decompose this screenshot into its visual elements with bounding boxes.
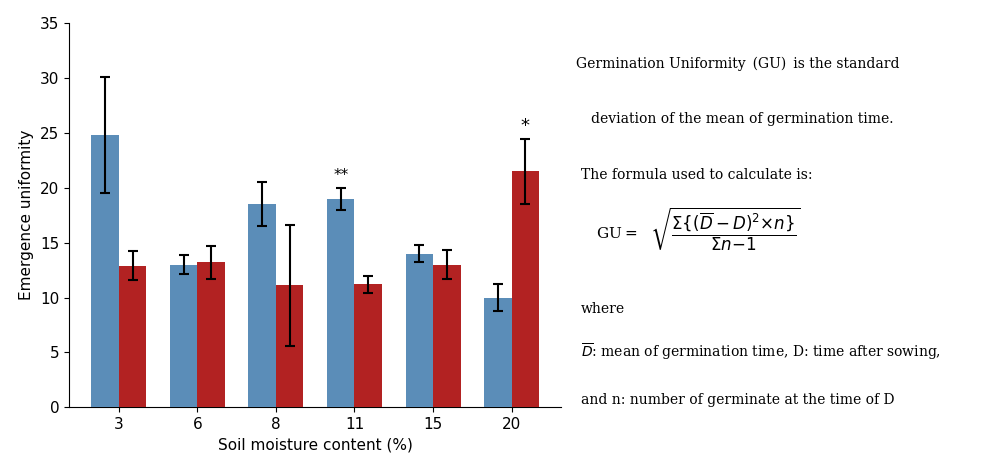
Text: **: **	[333, 168, 349, 183]
Bar	[169, 264, 197, 407]
Bar	[511, 171, 539, 407]
Bar	[197, 263, 225, 407]
Text: *: *	[521, 117, 530, 135]
Text: where: where	[581, 302, 625, 316]
Text: deviation of the mean of germination time.: deviation of the mean of germination tim…	[591, 112, 893, 126]
Bar	[276, 285, 303, 407]
Text: The formula used to calculate is:: The formula used to calculate is:	[581, 168, 813, 183]
Bar	[433, 264, 461, 407]
Text: $\overline{D}$: mean of germination time, D: time after sowing,: $\overline{D}$: mean of germination time…	[581, 342, 941, 362]
Text: and n: number of germinate at the time of D: and n: number of germinate at the time o…	[581, 393, 894, 407]
Bar	[92, 135, 119, 407]
Bar	[355, 285, 382, 407]
X-axis label: Soil moisture content (%): Soil moisture content (%)	[218, 438, 413, 453]
Text: $\sqrt{\dfrac{\Sigma\{(\overline{D}-D)^2{\times}n\}}{\Sigma n{-}1}}$: $\sqrt{\dfrac{\Sigma\{(\overline{D}-D)^2…	[650, 205, 801, 253]
Bar	[327, 199, 355, 407]
Bar	[406, 254, 433, 407]
Y-axis label: Emergence uniformity: Emergence uniformity	[20, 130, 34, 300]
Text: Germination Uniformity (GU) is the standard: Germination Uniformity (GU) is the stand…	[576, 56, 899, 71]
Text: GU$=$: GU$=$	[596, 227, 637, 241]
Bar	[119, 266, 147, 407]
Bar	[484, 298, 511, 407]
Bar	[248, 205, 276, 407]
